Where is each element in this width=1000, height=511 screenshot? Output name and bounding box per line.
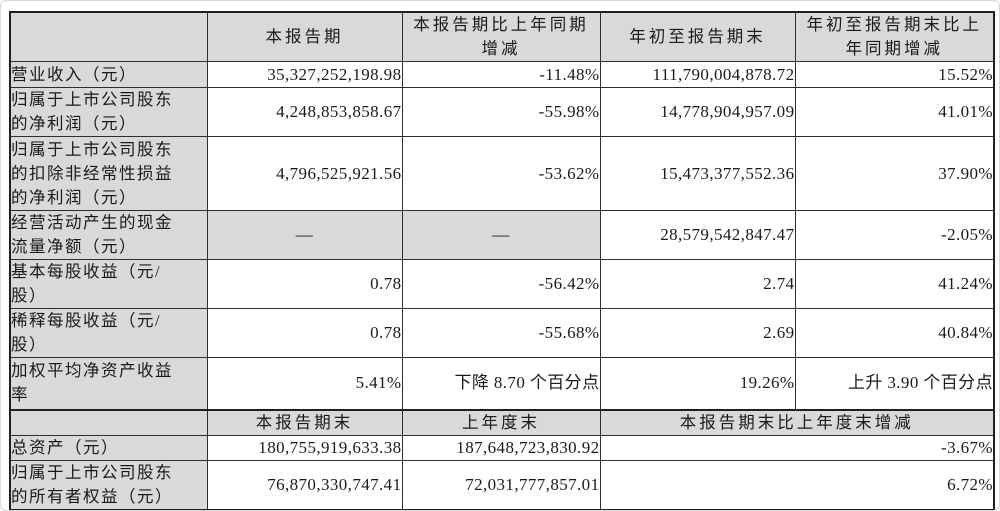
table-row-owners-equity: 归属于上市公司股东 的所有者权益（元） 76,870,330,747.41 72… xyxy=(9,459,995,510)
value-cell: -2.05% xyxy=(794,210,995,260)
header-period-end-vs-prior-year-end: 本报告期末比上年度末增减 xyxy=(599,408,995,436)
row-label: 经营活动产生的现金 流量净额（元） xyxy=(9,210,208,260)
header2-corner-cell xyxy=(9,408,208,436)
header-ytd-vs-prior: 年初至报告期末比上 年同期增减 xyxy=(794,11,995,62)
header-period-end: 本报告期末 xyxy=(206,408,403,436)
value-cell: 4,248,853,858.67 xyxy=(206,87,403,137)
table-row-revenue: 营业收入（元） 35,327,252,198.98 -11.48% 111,79… xyxy=(9,61,995,88)
value-cell: 76,870,330,747.41 xyxy=(206,459,403,510)
value-cell: 41.01% xyxy=(794,87,995,137)
value-cell: 15,473,377,552.36 xyxy=(599,136,796,211)
value-cell: -55.68% xyxy=(401,308,601,358)
value-cell: 180,755,919,633.38 xyxy=(206,434,403,461)
row-label: 基本每股收益（元/ 股） xyxy=(9,259,208,309)
header-current-period: 本报告期 xyxy=(206,11,403,62)
value-cell: -3.67% xyxy=(599,434,995,461)
value-cell-dash: — xyxy=(401,210,601,260)
financial-summary-table: 本报告期 本报告期比上年同期 增减 年初至报告期末 年初至报告期末比上 年同期增… xyxy=(9,11,995,510)
table-header-row: 本报告期 本报告期比上年同期 增减 年初至报告期末 年初至报告期末比上 年同期增… xyxy=(9,11,995,62)
value-cell: 2.69 xyxy=(599,308,796,358)
header-ytd: 年初至报告期末 xyxy=(599,11,796,62)
table-row-basic-eps: 基本每股收益（元/ 股） 0.78 -56.42% 2.74 41.24% xyxy=(9,259,995,309)
row-label: 归属于上市公司股东 的所有者权益（元） xyxy=(9,459,208,510)
value-cell: 35,327,252,198.98 xyxy=(206,61,403,88)
table-row-net-profit-excl-nonrecurring: 归属于上市公司股东 的扣除非经常性损益 的净利润（元） 4,796,525,92… xyxy=(9,136,995,211)
value-cell: 6.72% xyxy=(599,459,995,510)
value-cell: -11.48% xyxy=(401,61,601,88)
value-cell: 40.84% xyxy=(794,308,995,358)
value-cell: 41.24% xyxy=(794,259,995,309)
table-row-weighted-avg-roe: 加权平均净资产收益 率 5.41% 下降 8.70 个百分点 19.26% 上升… xyxy=(9,357,995,410)
value-cell: 19.26% xyxy=(599,357,796,410)
row-label: 总资产（元） xyxy=(9,434,208,461)
value-cell: 5.41% xyxy=(206,357,403,410)
row-label: 营业收入（元） xyxy=(9,61,208,88)
row-label: 加权平均净资产收益 率 xyxy=(9,357,208,410)
value-cell: -53.62% xyxy=(401,136,601,211)
value-cell: 下降 8.70 个百分点 xyxy=(401,357,601,410)
row-label: 归属于上市公司股东 的净利润（元） xyxy=(9,87,208,137)
row-label: 归属于上市公司股东 的扣除非经常性损益 的净利润（元） xyxy=(9,136,208,211)
value-cell: -56.42% xyxy=(401,259,601,309)
value-cell: 111,790,004,878.72 xyxy=(599,61,796,88)
value-cell-dash: — xyxy=(206,210,403,260)
value-cell: 15.52% xyxy=(794,61,995,88)
table-row-total-assets: 总资产（元） 180,755,919,633.38 187,648,723,83… xyxy=(9,434,995,461)
value-cell: 37.90% xyxy=(794,136,995,211)
header-current-vs-prior: 本报告期比上年同期 增减 xyxy=(401,11,601,62)
value-cell: 2.74 xyxy=(599,259,796,309)
value-cell: 28,579,542,847.47 xyxy=(599,210,796,260)
value-cell: 0.78 xyxy=(206,259,403,309)
header-corner-cell xyxy=(9,11,208,62)
table-row-operating-cash-flow: 经营活动产生的现金 流量净额（元） — — 28,579,542,847.47 … xyxy=(9,210,995,260)
value-cell: -55.98% xyxy=(401,87,601,137)
value-cell: 72,031,777,857.01 xyxy=(401,459,601,510)
value-cell: 0.78 xyxy=(206,308,403,358)
table-row-net-profit: 归属于上市公司股东 的净利润（元） 4,248,853,858.67 -55.9… xyxy=(9,87,995,137)
header-prior-year-end: 上年度末 xyxy=(401,408,601,436)
value-cell: 187,648,723,830.92 xyxy=(401,434,601,461)
value-cell: 14,778,904,957.09 xyxy=(599,87,796,137)
row-label: 稀释每股收益（元/ 股） xyxy=(9,308,208,358)
value-cell: 上升 3.90 个百分点 xyxy=(794,357,995,410)
table-row-diluted-eps: 稀释每股收益（元/ 股） 0.78 -55.68% 2.69 40.84% xyxy=(9,308,995,358)
table-header-row-2: 本报告期末 上年度末 本报告期末比上年度末增减 xyxy=(9,408,995,436)
value-cell: 4,796,525,921.56 xyxy=(206,136,403,211)
